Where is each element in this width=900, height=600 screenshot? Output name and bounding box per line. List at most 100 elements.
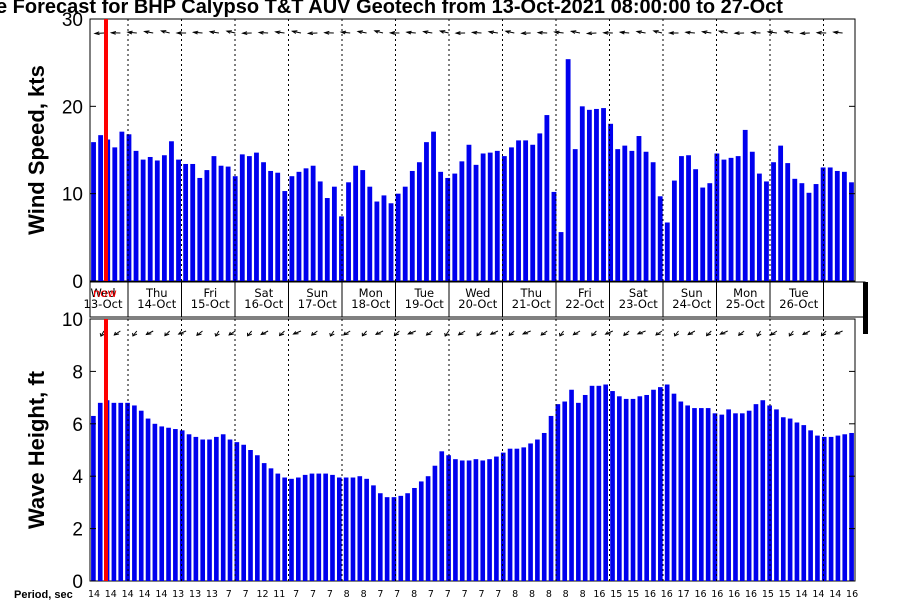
direction-arrow-icon [454,31,466,35]
period-value: 7 [478,589,484,600]
date-label: 17-Oct [298,297,337,311]
bar [459,161,465,281]
bar [849,432,854,581]
chart-title: e Forecast for BHP Calypso T&T AUV Geote… [0,0,783,18]
bar [330,474,335,581]
bar [118,402,124,581]
bar [473,164,479,281]
bar [218,165,224,281]
direction-arrow-icon [508,330,515,337]
bar [364,478,369,581]
bar [551,191,557,281]
period-value: 7 [462,589,468,600]
bar [678,401,684,581]
period-value: 8 [563,589,569,600]
date-label: 16-Oct [244,297,283,311]
direction-arrow-icon [540,330,548,336]
day-strip-end-marker [863,282,868,334]
bar [323,473,328,581]
bar [466,460,472,581]
direction-arrow-icon [618,30,630,35]
bar [594,108,599,281]
date-label: 15-Oct [191,297,230,311]
bar [671,180,677,281]
direction-arrow-icon [738,330,745,336]
direction-arrow-icon [489,330,499,335]
bar [774,409,779,581]
bar [721,159,727,281]
direction-arrow-icon [667,31,679,35]
direction-arrow-icon [99,330,105,337]
bar [357,476,363,581]
date-label: 19-Oct [405,297,444,311]
bar [409,170,415,281]
bar [246,156,252,281]
direction-arrow-icon [290,30,302,34]
period-value: 7 [310,589,316,600]
bar [214,436,219,581]
bar [555,404,561,581]
bar [232,176,238,281]
bar [544,115,550,281]
direction-arrow-icon [208,30,219,35]
direction-arrow-icon [177,330,187,335]
bar [381,195,387,281]
bar [514,448,520,581]
bar [200,439,206,581]
bar [350,477,356,581]
bar [794,422,800,581]
day-of-week-label: Mon [359,286,383,300]
bar [261,463,267,581]
bar [302,474,308,581]
y-tick-label: 10 [62,185,83,206]
bar [679,156,684,281]
bar [651,389,656,581]
bar [405,493,410,581]
bar [664,384,670,581]
period-value: 7 [293,589,299,600]
period-value: 11 [273,589,285,600]
wind-y-ticks: 0 10 20 30 [62,10,855,293]
direction-arrow-icon [405,30,416,35]
bar [586,109,592,281]
direction-arrow-icon [733,31,745,35]
bar [466,144,472,281]
date-label: 21-Oct [512,297,551,311]
bar [548,415,554,581]
bar [842,434,848,581]
direction-arrow-icon [457,330,466,336]
bar [227,439,233,581]
wind-plot-frame [89,18,856,282]
direction-arrow-icon [687,330,696,336]
bar [331,186,337,281]
bar [166,427,171,581]
bar [841,171,847,281]
bar [371,485,376,581]
y-tick-label: 0 [72,272,83,293]
bar [780,417,786,581]
direction-arrow-icon [214,330,220,337]
y-tick-label: 20 [62,97,83,118]
period-value: 7 [495,589,501,600]
wave-day-gridlines [127,319,824,581]
bar [159,426,165,581]
direction-arrow-icon [388,31,400,35]
bar [821,436,827,581]
bar [282,191,288,281]
bar [145,418,151,581]
period-row: Period, sec 14 14 14 14 14 13 13 13 7 7 12 11 7 7 7 8 8 7… [14,589,858,600]
direction-arrow-icon [407,330,416,335]
direction-arrow-icon [196,330,203,337]
bar [132,405,137,581]
date-label: 20-Oct [458,297,497,311]
bar [671,393,677,581]
period-value: 7 [445,589,451,600]
bar [207,439,212,581]
period-value: 8 [580,589,586,600]
bar [501,156,507,281]
bar [746,410,752,581]
day-of-week-label: Sat [629,286,648,300]
bar [241,444,246,581]
bar [418,481,424,581]
direction-arrow-icon [132,330,138,337]
